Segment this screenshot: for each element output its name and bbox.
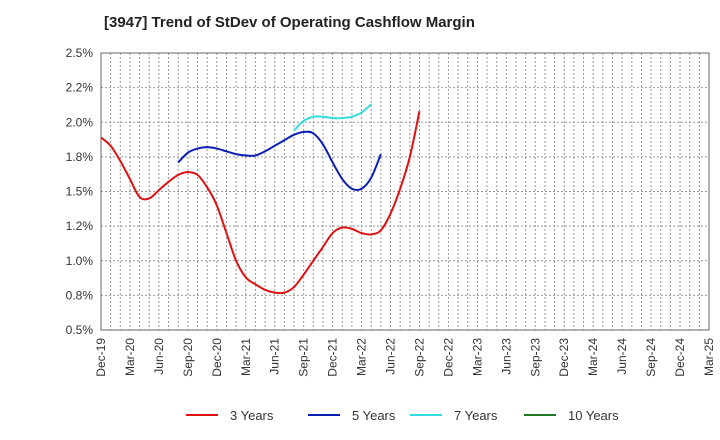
series-line-5-years <box>177 130 382 192</box>
legend-swatch <box>186 414 218 416</box>
x-tick-label: Mar-25 <box>702 338 716 376</box>
legend-item-5-years: 5 Years <box>308 404 395 426</box>
legend-swatch <box>524 414 556 416</box>
x-tick-label: Mar-22 <box>355 338 369 376</box>
plot-border <box>100 52 710 331</box>
x-tick-label: Dec-23 <box>557 338 571 377</box>
x-tick-label: Jun-23 <box>499 338 513 375</box>
x-tick-label: Dec-19 <box>94 338 108 377</box>
x-tick-label: Mar-21 <box>239 338 253 376</box>
y-axis-ticks: 0.5% 0.8% 1.0% 1.2% 1.5% 1.8% 2.0% 2.2% 2.5% <box>66 46 94 337</box>
legend-item-3-years: 3 Years <box>186 404 273 426</box>
x-tick-label: Jun-21 <box>268 338 282 375</box>
legend-item-7-years: 7 Years <box>410 404 497 426</box>
y-tick-label: 1.2% <box>66 219 94 233</box>
legend: 3 Years 5 Years 7 Years 10 Years <box>0 404 720 426</box>
x-tick-label: Dec-20 <box>210 338 224 377</box>
x-tick-label: Dec-21 <box>326 338 340 377</box>
y-tick-label: 2.2% <box>66 81 94 95</box>
plot-frame <box>100 52 710 331</box>
x-tick-label: Mar-20 <box>123 338 137 376</box>
legend-swatch <box>410 414 442 416</box>
y-tick-label: 2.0% <box>66 115 94 129</box>
y-tick-label: 0.5% <box>66 323 94 337</box>
x-tick-label: Jun-24 <box>615 338 629 375</box>
x-tick-label: Mar-23 <box>470 338 484 376</box>
y-tick-label: 0.8% <box>66 288 94 302</box>
y-tick-label: 1.0% <box>66 254 94 268</box>
x-tick-label: Dec-22 <box>441 338 455 377</box>
x-axis-ticks: Dec-19 Mar-20 Jun-20 Sep-20 Dec-20 Mar-21 Jun-… <box>94 338 716 377</box>
legend-label: 5 Years <box>352 407 396 423</box>
x-tick-label: Sep-22 <box>412 338 426 377</box>
x-tick-label: Dec-24 <box>673 338 687 377</box>
grid-lines <box>100 52 710 331</box>
x-tick-label: Sep-24 <box>644 338 658 377</box>
chart-title: [3947] Trend of StDev of Operating Cashf… <box>104 14 475 31</box>
y-tick-label: 2.5% <box>66 46 94 60</box>
legend-label: 3 Years <box>230 407 274 423</box>
series-line-7-years <box>293 103 372 132</box>
legend-swatch <box>308 414 340 416</box>
x-tick-label: Mar-24 <box>586 338 600 376</box>
x-tick-label: Jun-20 <box>152 338 166 375</box>
legend-item-10-years: 10 Years <box>524 404 619 426</box>
x-tick-label: Jun-22 <box>384 338 398 375</box>
legend-label: 7 Years <box>454 407 498 423</box>
series-lines <box>100 103 421 295</box>
y-tick-label: 1.5% <box>66 185 94 199</box>
x-tick-label: Sep-23 <box>528 338 542 377</box>
y-tick-label: 1.8% <box>66 150 94 164</box>
x-tick-label: Sep-21 <box>297 338 311 377</box>
series-line-3-years <box>100 110 421 295</box>
legend-label: 10 Years <box>568 407 619 423</box>
x-tick-label: Sep-20 <box>181 338 195 377</box>
